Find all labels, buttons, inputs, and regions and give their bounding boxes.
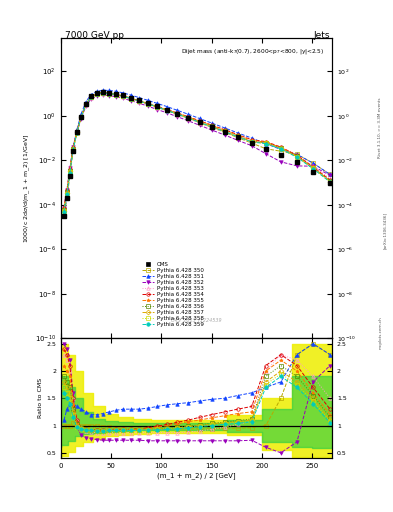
Legend: CMS, Pythia 6.428 350, Pythia 6.428 351, Pythia 6.428 352, Pythia 6.428 353, Pyt: CMS, Pythia 6.428 350, Pythia 6.428 351,…: [140, 260, 206, 330]
Y-axis label: Ratio to CMS: Ratio to CMS: [39, 378, 43, 418]
Text: Rivet 3.1.10, >= 3.3M events: Rivet 3.1.10, >= 3.3M events: [378, 98, 382, 158]
Text: 7000 GeV pp: 7000 GeV pp: [65, 31, 124, 40]
X-axis label: (m_1 + m_2) / 2 [GeV]: (m_1 + m_2) / 2 [GeV]: [157, 472, 236, 479]
Y-axis label: 1000/c 2d$\sigma$/d(m_1 + m_2) [1/GeV]: 1000/c 2d$\sigma$/d(m_1 + m_2) [1/GeV]: [23, 134, 32, 243]
Text: CMS_2013_I1224539: CMS_2013_I1224539: [171, 317, 222, 323]
Text: mcplots.cern.ch: mcplots.cern.ch: [378, 316, 382, 349]
Text: Dijet mass (anti-k$_T$(0.7), 2600<p$_T$<800, |y|<2.5): Dijet mass (anti-k$_T$(0.7), 2600<p$_T$<…: [181, 48, 324, 56]
Text: Jets: Jets: [314, 31, 330, 40]
Text: [arXiv:1306.3436]: [arXiv:1306.3436]: [383, 212, 387, 249]
